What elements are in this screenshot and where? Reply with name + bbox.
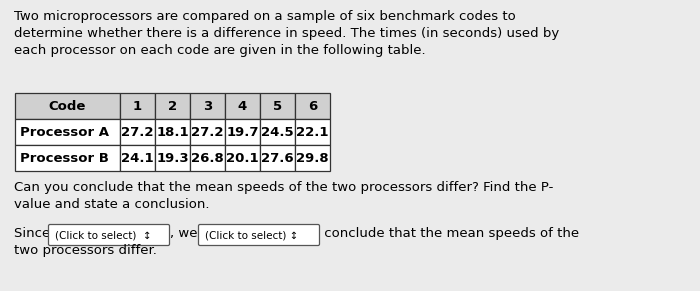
- Text: 29.8: 29.8: [296, 152, 329, 164]
- FancyBboxPatch shape: [48, 224, 169, 246]
- Bar: [295, 145, 330, 171]
- Bar: [155, 119, 190, 145]
- Bar: [190, 119, 225, 145]
- Text: value a​nd state a conclusion.: value a​nd state a conclusion.: [14, 198, 209, 211]
- Bar: [155, 145, 190, 171]
- Text: 19.7: 19.7: [226, 125, 259, 139]
- Text: , we: , we: [170, 227, 202, 240]
- Bar: [190, 145, 225, 171]
- Bar: [225, 145, 260, 171]
- Text: Processor A: Processor A: [20, 125, 109, 139]
- Bar: [295, 93, 330, 119]
- Text: two processors differ.: two processors differ.: [14, 244, 157, 257]
- Text: 24.1: 24.1: [121, 152, 154, 164]
- Text: Since: Since: [14, 227, 55, 240]
- Bar: [15, 93, 120, 119]
- Text: conclude that the mean speeds of the: conclude that the mean speeds of the: [320, 227, 579, 240]
- Text: 1: 1: [133, 100, 142, 113]
- Text: 20.1: 20.1: [226, 152, 259, 164]
- Text: 27.2: 27.2: [191, 125, 224, 139]
- Bar: [225, 93, 260, 119]
- Bar: [260, 119, 295, 145]
- FancyBboxPatch shape: [199, 224, 319, 246]
- Text: determine whether there is a difference in speed. The times (in seconds) used by: determine whether there is a difference …: [14, 27, 559, 40]
- Text: Can you conclude that the mean speeds of the two processors differ? Find the P-: Can you conclude that the mean speeds of…: [14, 181, 554, 194]
- Bar: [225, 119, 260, 145]
- Text: each processor on each code are given in the following table.: each processor on each code are given in…: [14, 44, 426, 57]
- Text: Code: Code: [49, 100, 86, 113]
- Text: 27.2: 27.2: [121, 125, 154, 139]
- Text: Processor B: Processor B: [20, 152, 109, 164]
- Bar: [120, 145, 155, 171]
- Text: 6: 6: [308, 100, 317, 113]
- Text: 24.5: 24.5: [261, 125, 294, 139]
- Bar: [260, 145, 295, 171]
- Text: 18.1: 18.1: [156, 125, 189, 139]
- Bar: [15, 119, 120, 145]
- Text: 19.3: 19.3: [156, 152, 189, 164]
- Text: 22.1: 22.1: [296, 125, 329, 139]
- Text: (Click to select) ↕: (Click to select) ↕: [205, 230, 298, 240]
- Text: 5: 5: [273, 100, 282, 113]
- Text: Two microprocessors are compared on a sample of six benchmark codes to: Two microprocessors are compared on a sa…: [14, 10, 516, 23]
- Bar: [155, 93, 190, 119]
- Text: 2: 2: [168, 100, 177, 113]
- Text: 3: 3: [203, 100, 212, 113]
- Bar: [120, 93, 155, 119]
- Bar: [190, 93, 225, 119]
- Bar: [260, 93, 295, 119]
- Text: (Click to select)  ↕: (Click to select) ↕: [55, 230, 152, 240]
- Bar: [295, 119, 330, 145]
- Text: 27.6: 27.6: [261, 152, 294, 164]
- Text: 26.8: 26.8: [191, 152, 224, 164]
- Text: 4: 4: [238, 100, 247, 113]
- Bar: [120, 119, 155, 145]
- Bar: [15, 145, 120, 171]
